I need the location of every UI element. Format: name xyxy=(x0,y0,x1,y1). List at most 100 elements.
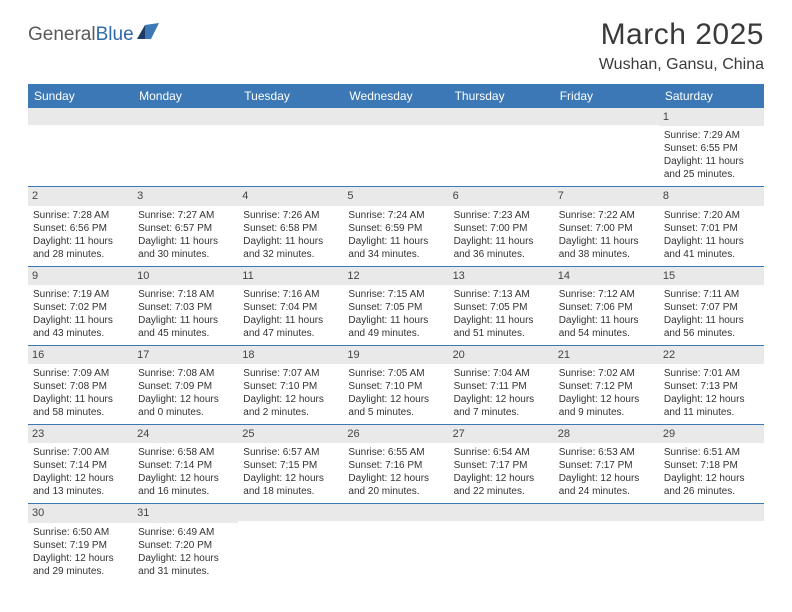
day-detail-line: Sunrise: 6:55 AM xyxy=(348,446,443,459)
day-detail-line: and 36 minutes. xyxy=(454,248,549,261)
day-cell: 19Sunrise: 7:05 AMSunset: 7:10 PMDayligh… xyxy=(343,346,448,424)
day-detail-line: Sunset: 7:14 PM xyxy=(138,459,233,472)
day-detail-line: Sunrise: 6:49 AM xyxy=(138,526,233,539)
weekday-header: Thursday xyxy=(449,84,554,108)
day-cell: 5Sunrise: 7:24 AMSunset: 6:59 PMDaylight… xyxy=(343,187,448,265)
day-detail-line: Daylight: 11 hours xyxy=(243,235,338,248)
day-detail-line: Daylight: 12 hours xyxy=(33,552,128,565)
day-cell: 31Sunrise: 6:49 AMSunset: 7:20 PMDayligh… xyxy=(133,504,238,582)
day-detail-line: and 26 minutes. xyxy=(664,485,759,498)
day-cell: 29Sunrise: 6:51 AMSunset: 7:18 PMDayligh… xyxy=(659,425,764,503)
day-detail-line: Sunrise: 6:50 AM xyxy=(33,526,128,539)
day-cell: 6Sunrise: 7:23 AMSunset: 7:00 PMDaylight… xyxy=(449,187,554,265)
day-cell: 20Sunrise: 7:04 AMSunset: 7:11 PMDayligh… xyxy=(449,346,554,424)
day-detail-line: Sunrise: 7:18 AM xyxy=(138,288,233,301)
day-detail-line: and 18 minutes. xyxy=(243,485,338,498)
day-detail-line: and 22 minutes. xyxy=(454,485,549,498)
day-detail-line: Sunrise: 7:09 AM xyxy=(33,367,128,380)
day-detail-line: and 5 minutes. xyxy=(348,406,443,419)
day-detail-line: and 34 minutes. xyxy=(348,248,443,261)
day-number: 27 xyxy=(449,425,554,443)
day-number: 9 xyxy=(28,267,133,285)
day-detail-line: Sunrise: 7:19 AM xyxy=(33,288,128,301)
week-row: 30 Sunrise: 6:50 AMSunset: 7:19 PMDayligh… xyxy=(28,504,764,582)
day-detail-line: Sunset: 7:13 PM xyxy=(664,380,759,393)
day-number: 18 xyxy=(238,346,343,364)
day-number: 28 xyxy=(554,425,659,443)
day-detail-line: Daylight: 11 hours xyxy=(33,393,128,406)
day-detail-line: Sunrise: 7:23 AM xyxy=(454,209,549,222)
logo-text-blue: Blue xyxy=(96,24,134,46)
day-detail-line: and 11 minutes. xyxy=(664,406,759,419)
day-detail-line: Sunrise: 7:24 AM xyxy=(348,209,443,222)
day-number: 14 xyxy=(554,267,659,285)
day-number: 30 xyxy=(28,504,133,522)
day-detail-line: and 54 minutes. xyxy=(559,327,654,340)
day-detail-line: Daylight: 11 hours xyxy=(33,235,128,248)
day-detail-line: and 29 minutes. xyxy=(33,565,128,578)
day-detail-line: Sunset: 7:15 PM xyxy=(243,459,338,472)
day-detail-line: Sunrise: 7:05 AM xyxy=(348,367,443,380)
day-cell: 28Sunrise: 6:53 AMSunset: 7:17 PMDayligh… xyxy=(554,425,659,503)
day-detail-line: Sunset: 7:09 PM xyxy=(138,380,233,393)
day-detail-line: Daylight: 11 hours xyxy=(454,314,549,327)
day-detail-line: and 51 minutes. xyxy=(454,327,549,340)
day-cell xyxy=(449,504,554,582)
day-detail-line: Sunrise: 6:57 AM xyxy=(243,446,338,459)
day-detail-line: and 56 minutes. xyxy=(664,327,759,340)
day-detail-line: Daylight: 11 hours xyxy=(243,314,338,327)
day-number xyxy=(133,108,238,125)
day-cell xyxy=(554,108,659,186)
day-number xyxy=(554,108,659,125)
day-detail-line: and 49 minutes. xyxy=(348,327,443,340)
day-detail-line: Sunset: 7:19 PM xyxy=(33,539,128,552)
day-cell: 23Sunrise: 7:00 AMSunset: 7:14 PMDayligh… xyxy=(28,425,133,503)
day-number: 16 xyxy=(28,346,133,364)
day-detail-line: Sunset: 7:17 PM xyxy=(454,459,549,472)
day-detail-line: and 28 minutes. xyxy=(33,248,128,261)
day-detail-line: Sunset: 6:56 PM xyxy=(33,222,128,235)
week-row: 2Sunrise: 7:28 AMSunset: 6:56 PMDaylight… xyxy=(28,187,764,266)
day-number: 25 xyxy=(238,425,343,443)
calendar-grid: SundayMondayTuesdayWednesdayThursdayFrid… xyxy=(28,84,764,583)
day-cell: 25Sunrise: 6:57 AMSunset: 7:15 PMDayligh… xyxy=(238,425,343,503)
day-number: 24 xyxy=(133,425,238,443)
day-detail-line: Sunrise: 7:07 AM xyxy=(243,367,338,380)
day-number xyxy=(449,108,554,125)
day-number xyxy=(449,504,554,521)
day-number: 21 xyxy=(554,346,659,364)
day-detail-line: Sunset: 7:01 PM xyxy=(664,222,759,235)
day-detail-line: Sunrise: 6:58 AM xyxy=(138,446,233,459)
day-detail-line: Daylight: 11 hours xyxy=(138,235,233,248)
day-detail-line: Daylight: 11 hours xyxy=(348,314,443,327)
day-detail-line: Sunrise: 7:20 AM xyxy=(664,209,759,222)
day-detail-line: Daylight: 12 hours xyxy=(33,472,128,485)
day-number: 31 xyxy=(133,504,238,522)
day-detail-line: and 7 minutes. xyxy=(454,406,549,419)
day-cell: 3Sunrise: 7:27 AMSunset: 6:57 PMDaylight… xyxy=(133,187,238,265)
day-cell xyxy=(449,108,554,186)
day-cell: 26Sunrise: 6:55 AMSunset: 7:16 PMDayligh… xyxy=(343,425,448,503)
day-detail-line: Sunset: 6:55 PM xyxy=(664,142,759,155)
day-detail-line: Sunrise: 6:54 AM xyxy=(454,446,549,459)
weekday-header: Monday xyxy=(133,84,238,108)
day-detail-line: Daylight: 12 hours xyxy=(348,393,443,406)
day-number: 17 xyxy=(133,346,238,364)
day-cell xyxy=(659,504,764,582)
weekday-header-row: SundayMondayTuesdayWednesdayThursdayFrid… xyxy=(28,84,764,108)
month-title: March 2025 xyxy=(599,18,764,52)
day-detail-line: Sunset: 7:07 PM xyxy=(664,301,759,314)
day-cell: 8Sunrise: 7:20 AMSunset: 7:01 PMDaylight… xyxy=(659,187,764,265)
day-detail-line: Sunset: 7:18 PM xyxy=(664,459,759,472)
day-detail-line: and 31 minutes. xyxy=(138,565,233,578)
day-detail-line: and 47 minutes. xyxy=(243,327,338,340)
day-number: 1 xyxy=(659,108,764,126)
day-cell xyxy=(343,108,448,186)
day-cell: 21Sunrise: 7:02 AMSunset: 7:12 PMDayligh… xyxy=(554,346,659,424)
day-detail-line: Sunrise: 7:27 AM xyxy=(138,209,233,222)
day-detail-line: Sunset: 7:14 PM xyxy=(33,459,128,472)
day-cell xyxy=(28,108,133,186)
day-detail-line: Sunset: 7:05 PM xyxy=(454,301,549,314)
week-row: 16Sunrise: 7:09 AMSunset: 7:08 PMDayligh… xyxy=(28,346,764,425)
day-detail-line: and 9 minutes. xyxy=(559,406,654,419)
